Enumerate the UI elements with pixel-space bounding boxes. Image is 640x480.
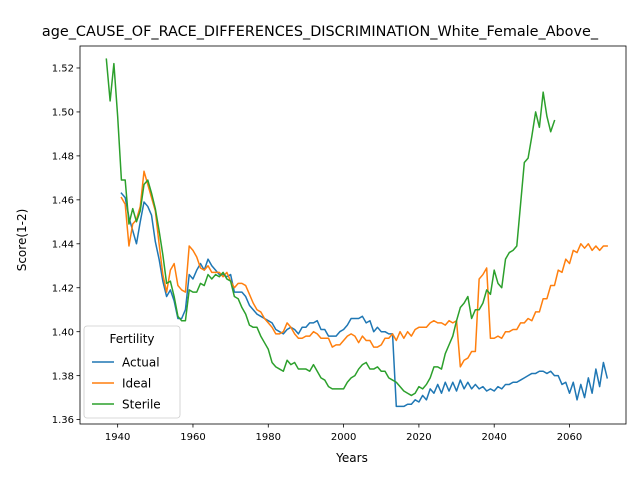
- x-axis-label: Years: [335, 451, 368, 465]
- y-axis: 1.36 1.38 1.40 1.42 1.44 1.46 1.48 1.50 1.52: [52, 64, 80, 426]
- y-tick-label: 1.38: [52, 371, 74, 382]
- x-tick-label: 2020: [406, 432, 431, 443]
- legend-label-sterile: Sterile: [122, 398, 161, 412]
- y-tick-label: 1.52: [52, 64, 74, 75]
- series-line-actual: [120, 192, 609, 408]
- y-tick-label: 1.42: [52, 283, 74, 294]
- series-line-ideal: [120, 170, 608, 368]
- chart-title: age_CAUSE_OF_RACE_DIFFERENCES_DISCRIMINA…: [42, 24, 599, 40]
- plot-area: [79, 45, 627, 425]
- y-tick-label: 1.48: [52, 151, 74, 162]
- x-tick-label: 1960: [180, 432, 205, 443]
- y-tick-label: 1.40: [52, 327, 74, 338]
- y-tick-label: 1.50: [52, 108, 74, 119]
- legend-title: Fertility: [109, 332, 154, 346]
- x-tick-label: 2000: [331, 432, 356, 443]
- legend-label-actual: Actual: [122, 356, 160, 370]
- legend-box: [83, 325, 181, 419]
- y-tick-label: 1.46: [52, 195, 74, 206]
- series-line-sterile: [105, 58, 556, 397]
- legend: Fertility Actual Ideal Sterile: [83, 325, 181, 419]
- legend-label-ideal: Ideal: [122, 377, 151, 391]
- x-tick-label: 2040: [481, 432, 506, 443]
- x-tick-label: 1940: [105, 432, 130, 443]
- x-axis: 1940 1960 1980 2000 2020 2040 2060: [105, 424, 582, 443]
- y-axis-label: Score(1-2): [15, 209, 29, 272]
- plot-frame: [79, 45, 627, 425]
- x-tick-label: 1980: [256, 432, 281, 443]
- y-tick-label: 1.36: [52, 415, 74, 426]
- x-tick-label: 2060: [557, 432, 582, 443]
- y-tick-label: 1.44: [52, 239, 74, 250]
